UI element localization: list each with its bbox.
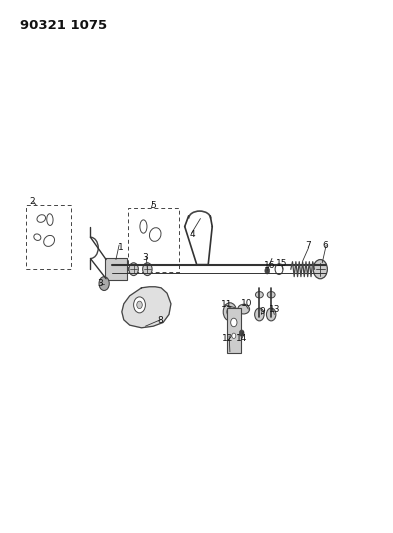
Circle shape (143, 263, 152, 276)
Text: 12: 12 (222, 334, 233, 343)
Text: 1: 1 (118, 244, 124, 252)
Circle shape (313, 260, 327, 279)
Circle shape (99, 277, 109, 290)
FancyBboxPatch shape (105, 258, 127, 280)
Circle shape (134, 297, 145, 313)
Text: 3: 3 (97, 279, 103, 288)
Circle shape (227, 308, 233, 316)
Text: 15: 15 (276, 260, 288, 268)
Text: 4: 4 (190, 230, 195, 239)
Text: 90321 1075: 90321 1075 (20, 19, 107, 31)
Circle shape (129, 263, 138, 276)
Ellipse shape (255, 292, 263, 298)
Ellipse shape (238, 304, 250, 314)
Bar (128, 208, 179, 272)
Text: 14: 14 (237, 334, 248, 343)
Text: 8: 8 (158, 317, 163, 325)
Circle shape (266, 308, 276, 321)
Text: 13: 13 (268, 305, 280, 313)
Text: 16: 16 (263, 261, 275, 270)
Circle shape (231, 318, 237, 327)
Text: 3: 3 (143, 253, 148, 262)
Circle shape (265, 268, 270, 274)
Circle shape (239, 330, 244, 336)
Circle shape (137, 301, 142, 309)
Text: 5: 5 (151, 201, 156, 209)
Circle shape (223, 303, 237, 321)
Circle shape (232, 333, 236, 338)
Bar (26, 205, 71, 269)
Text: 6: 6 (323, 241, 328, 249)
Text: 10: 10 (241, 300, 253, 308)
Polygon shape (122, 287, 171, 328)
Text: 9: 9 (260, 308, 265, 316)
Ellipse shape (267, 292, 275, 298)
Text: 7: 7 (306, 241, 311, 249)
Text: 2: 2 (29, 197, 35, 206)
FancyBboxPatch shape (227, 308, 241, 353)
Circle shape (255, 308, 264, 321)
Text: 11: 11 (221, 301, 233, 309)
